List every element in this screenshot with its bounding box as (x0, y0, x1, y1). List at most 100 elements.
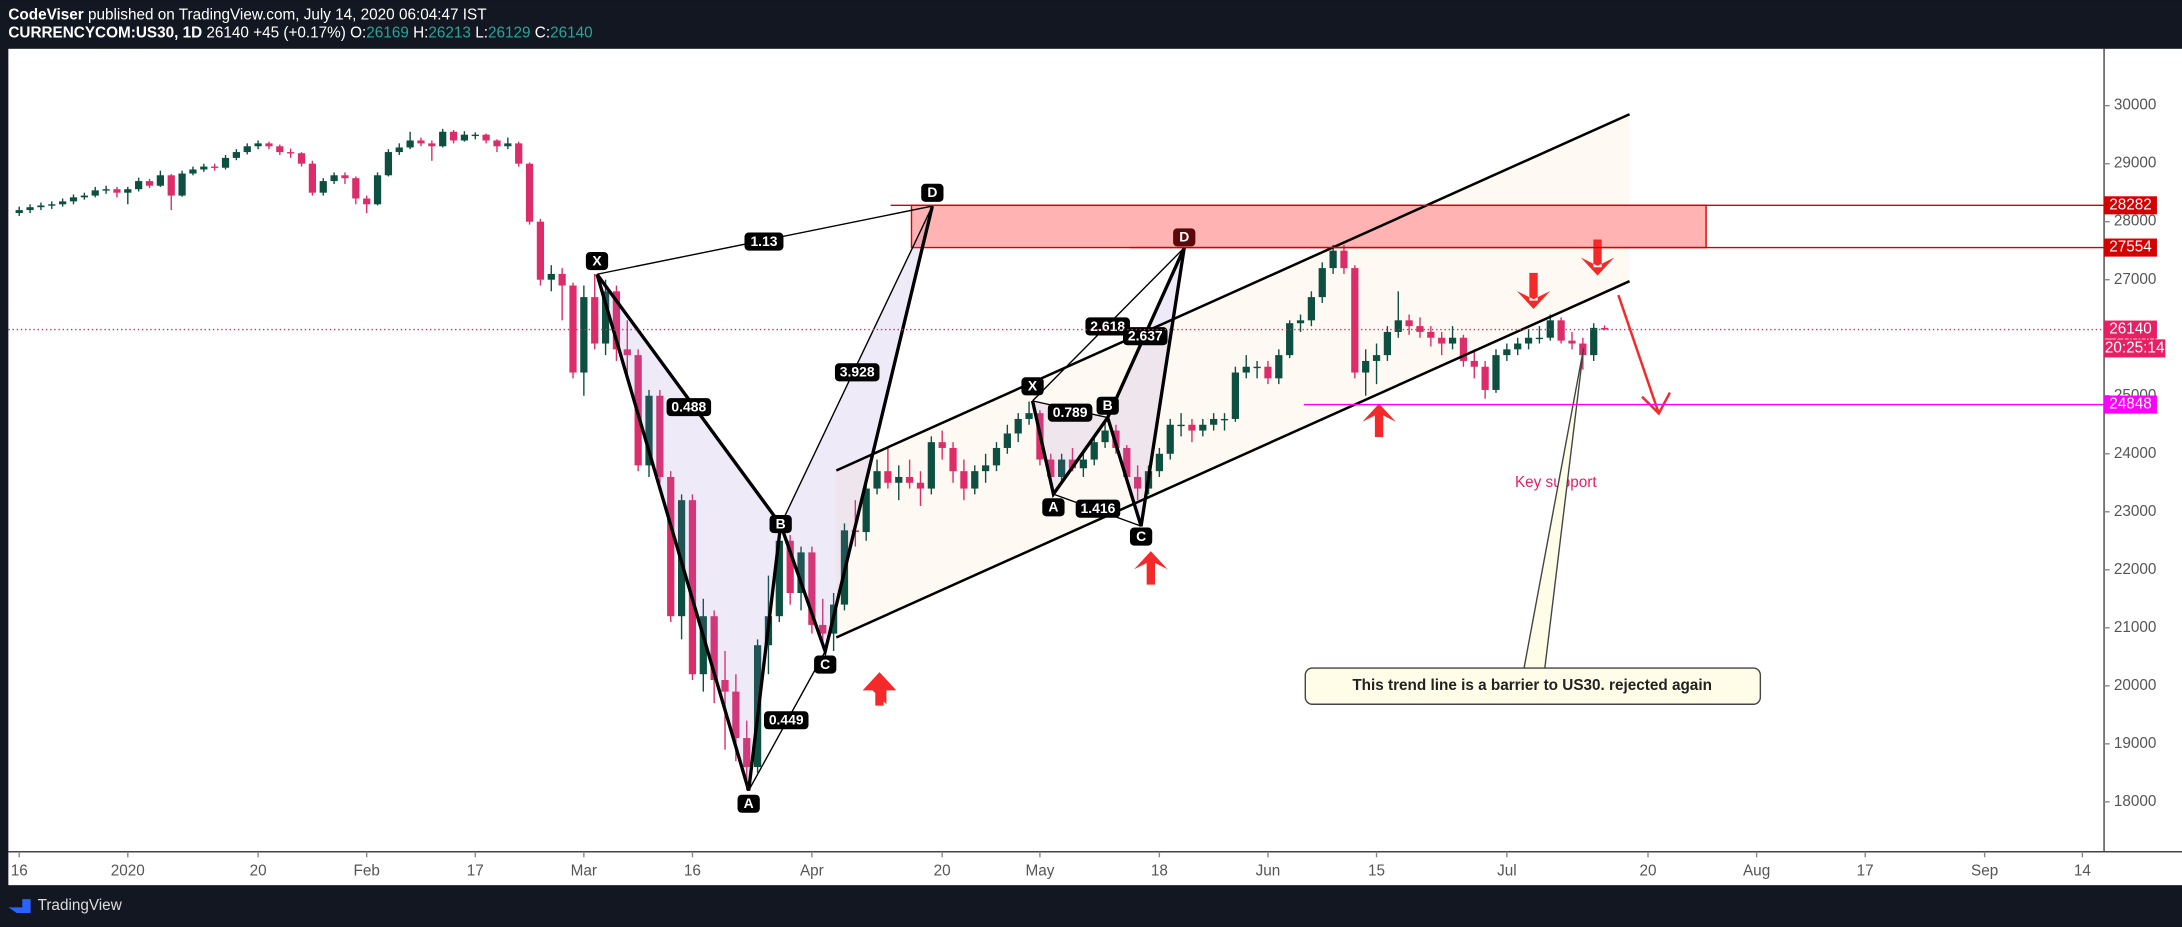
candle-body (1231, 372, 1239, 419)
last-price: 26140 (206, 25, 249, 42)
candle-body (1503, 349, 1511, 356)
candle-body (1123, 447, 1131, 477)
logo (8, 899, 31, 913)
countdown-tag (2104, 339, 2166, 358)
x-tick-label: 16 (684, 862, 701, 879)
candle-body (124, 189, 132, 193)
candle-body (1318, 268, 1326, 298)
candle-body (156, 175, 164, 186)
candle-body (1068, 459, 1077, 469)
candle-body (200, 166, 208, 170)
x-tick-label: 20 (250, 862, 267, 879)
point-labels: X A B C D 1.13 0.488 0.449 3.928 X A B C… (585, 183, 1196, 813)
price-tag-label: 27554 (2109, 239, 2152, 256)
candle-body (797, 552, 805, 593)
point-label: D (1179, 229, 1189, 245)
candle-body (330, 175, 338, 182)
candle-body (232, 152, 240, 158)
change: +45 (+0.17%) (253, 25, 346, 42)
candle-body (1025, 413, 1033, 419)
candle-body (895, 476, 903, 483)
candle-body (1600, 327, 1609, 330)
candle-body (1438, 337, 1446, 344)
candle-body (1351, 268, 1359, 373)
candle-body (775, 540, 783, 617)
candle-body (515, 143, 523, 164)
candle-body (884, 471, 892, 483)
point-label: X (592, 252, 602, 268)
point-label: X (1028, 378, 1038, 394)
candle-body (1448, 337, 1457, 344)
candle-body (113, 189, 121, 193)
label-box (1075, 499, 1121, 518)
candle-body (710, 616, 718, 681)
countdown: 20:25:14 (2105, 339, 2165, 356)
label-box (1047, 403, 1093, 422)
y-tick-label: 28000 (2114, 213, 2157, 230)
pattern-fill (1032, 400, 1108, 495)
candle-body (1524, 337, 1533, 344)
candle-body (1090, 442, 1098, 460)
pattern-fill (780, 206, 933, 652)
candle-body (949, 447, 957, 472)
point-label: A (1048, 499, 1058, 515)
candle-body (1481, 366, 1489, 390)
candle-body (743, 738, 751, 768)
point-label: B (1103, 397, 1113, 413)
label-box (1129, 527, 1153, 546)
ratio-label: 0.488 (671, 399, 706, 415)
l-value: 26129 (488, 25, 531, 42)
candle-body (1492, 355, 1500, 390)
candle-body (1329, 250, 1337, 269)
candle-body (178, 173, 186, 196)
candle-body (428, 143, 436, 147)
candle-body (580, 297, 588, 373)
label-box (1085, 317, 1130, 336)
candle-body (1058, 459, 1066, 477)
ratio-label: 3.928 (840, 364, 875, 380)
candle-body (504, 143, 512, 147)
candle-body (287, 152, 295, 154)
y-tick-label: 24000 (2114, 445, 2157, 462)
x-tick-label: Apr (800, 862, 824, 879)
label-box (1096, 396, 1119, 415)
candle-body (1383, 331, 1392, 356)
channel-lower (835, 280, 1631, 639)
x-tick-label: May (1025, 862, 1054, 879)
candle-body (1470, 360, 1478, 367)
x-tick-label: 20 (934, 862, 951, 879)
label-box (585, 251, 609, 271)
price-tag (2104, 196, 2157, 215)
point-label: D (927, 184, 937, 200)
price-tag (2104, 238, 2157, 257)
candle-body (189, 169, 197, 174)
candle-body (536, 221, 545, 280)
candle-body (1296, 320, 1305, 324)
arrow-head (1641, 391, 1672, 416)
ratio-label: 0.789 (1053, 404, 1088, 420)
candle-body (786, 540, 794, 593)
candle-body (1557, 320, 1565, 341)
candle-body (1286, 323, 1294, 356)
x-tick-label: 14 (2074, 862, 2092, 879)
key-support: Key support (1515, 474, 1597, 491)
h-label: H: (413, 25, 428, 42)
x-tick-label: 2020 (111, 862, 145, 879)
c-label: C: (535, 25, 550, 42)
x-tick-label: Jun (1256, 862, 1281, 879)
up-arrow (1134, 551, 1168, 585)
candle-body (1546, 320, 1554, 338)
o-value: 26169 (366, 25, 409, 42)
candle-body (1199, 424, 1207, 431)
candle-body (1340, 250, 1348, 269)
candle-body (145, 181, 154, 186)
candle-body (319, 181, 327, 193)
candle-body (1047, 459, 1055, 477)
y-tick-label: 20000 (2114, 677, 2157, 694)
label-box (1173, 228, 1196, 247)
symbol-line: CURRENCYCOM:US30, 1D 26140 +45 (+0.17%) … (8, 25, 592, 42)
candle-body (1003, 433, 1011, 448)
resistance-zone (910, 204, 1707, 249)
label-box (1021, 377, 1044, 396)
point-label: B (776, 515, 786, 531)
